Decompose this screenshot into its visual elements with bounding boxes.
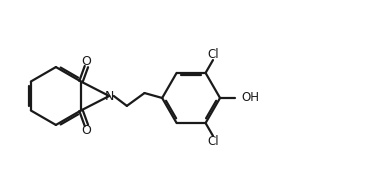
Text: N: N — [104, 89, 114, 103]
Text: Cl: Cl — [207, 135, 219, 148]
Text: OH: OH — [241, 91, 259, 104]
Text: O: O — [81, 55, 91, 68]
Text: Cl: Cl — [207, 48, 219, 61]
Text: O: O — [81, 124, 91, 137]
